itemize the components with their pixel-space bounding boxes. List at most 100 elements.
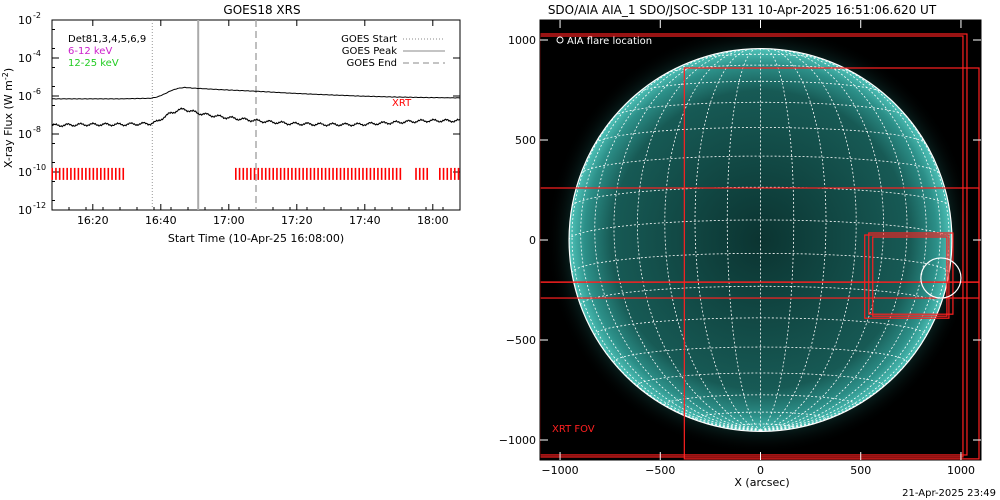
latitude-line (595, 127, 926, 144)
x-tick-label-1: 16:40 (145, 214, 177, 227)
longitude-line (664, 48, 761, 431)
xrt-coverage-mark (294, 167, 297, 180)
image-y-tick-label-3: 500 (515, 134, 536, 147)
chart-title: GOES18 XRS (223, 3, 300, 17)
goes-lightcurve-panel: GOES18 XRS 16:20 16:40 17:00 17:20 17:40 18:0… (1, 3, 461, 245)
xrt-coverage-interval-2 (415, 167, 429, 180)
xrt-coverage-mark (328, 167, 331, 180)
image-x-tick-label-3: 500 (850, 464, 871, 477)
xrt-coverage-mark (107, 167, 110, 180)
y-tick-exponent-0: -12 (33, 201, 46, 210)
xrt-coverage-mark (350, 167, 353, 180)
x-axis-label: Start Time (10-Apr-25 16:08:00) (168, 232, 344, 245)
xrt-coverage-mark (85, 167, 87, 180)
legend-goes-peak: GOES Peak (342, 46, 397, 57)
longitude-line (613, 50, 761, 431)
image-x-axis: −1000 −500 0 500 1000 (541, 20, 975, 477)
longitude-line (571, 78, 761, 431)
xrt-coverage-mark (306, 167, 308, 180)
y-tick-label-1: 10 (18, 166, 32, 179)
xrt-coverage-mark (395, 167, 398, 180)
xrt-coverage-mark (279, 167, 282, 180)
longitude-line (760, 78, 950, 431)
xrt-coverage-mark (335, 167, 338, 180)
y-tick-label-4: 10 (18, 52, 32, 65)
y-tick-exponent-3: -6 (33, 87, 41, 96)
xrt-coverage-mark (257, 167, 260, 180)
xrt-coverage-mark (283, 167, 286, 180)
xrt-coverage-mark (415, 167, 417, 180)
xrt-fov-box-5 (864, 234, 950, 319)
legend: GOES Start GOES Peak GOES End (341, 34, 445, 69)
xrt-coverage-mark (118, 167, 121, 180)
xrt-coverage-mark (399, 167, 402, 180)
xrt-coverage-mark (114, 167, 117, 180)
xrt-coverage-mark (339, 167, 342, 180)
xrt-coverage-mark (62, 167, 65, 180)
xrt-coverage-mark (298, 167, 301, 180)
xrt-coverage-mark (309, 167, 312, 180)
xrt-fov-box-1 (540, 35, 964, 458)
longitude-line (694, 48, 761, 431)
xrt-coverage-mark (276, 167, 278, 180)
y-tick-label-2: 10 (18, 128, 32, 141)
longitude-line (760, 48, 827, 431)
xrt-coverage-mark (388, 167, 390, 180)
series-group (51, 86, 461, 128)
xrt-coverage-mark (242, 167, 245, 180)
image-x-axis-label: X (arcsec) (734, 476, 789, 489)
xrt-coverage-mark (70, 167, 72, 180)
xrt-coverage-mark (122, 167, 125, 180)
y-tick-label-5: 10 (18, 14, 32, 27)
xrt-coverage-mark (302, 167, 304, 180)
xrt-coverage-mark (343, 167, 346, 180)
series-line-short (51, 107, 461, 128)
x-tick-label-0: 16:20 (77, 214, 109, 227)
xrt-coverage-mark (317, 167, 319, 180)
longitude-line (760, 50, 908, 431)
xrt-coverage-mark (362, 167, 364, 180)
xrt-coverage-mark (365, 167, 368, 180)
xrt-coverage-mark (321, 167, 323, 180)
xrt-coverage-mark (369, 167, 372, 180)
x-tick-label-2: 17:00 (213, 214, 245, 227)
xrt-coverage-mark (377, 167, 379, 180)
y-tick-label-0: 10 (18, 204, 32, 217)
latitude-line (580, 155, 941, 175)
xrt-coverage-mark (261, 167, 263, 180)
xrt-coverage-mark (439, 167, 441, 180)
xrt-coverage-mark (253, 167, 256, 180)
image-x-tick-label-0: −1000 (541, 464, 578, 477)
xrt-coverage-interval-3 (439, 167, 460, 180)
xrt-coverage-mark (291, 167, 293, 180)
xrt-coverage-mark (373, 167, 375, 180)
aia-legend-marker (556, 36, 564, 44)
longitude-line (580, 56, 761, 431)
image-title: SDO/AIA AIA_1 SDO/JSOC-SDP 131 10-Apr-20… (548, 3, 937, 17)
xrt-coverage-mark (111, 167, 113, 180)
xrt-coverage-interval-0 (51, 167, 125, 180)
longitude-line (760, 51, 927, 431)
xrt-fov-boxes (540, 33, 980, 460)
xrt-coverage-mark (272, 167, 274, 180)
xrt-coverage-interval-1 (235, 167, 402, 180)
xrt-coverage-mark (51, 167, 53, 180)
xrt-fov-label: XRT FOV (552, 424, 595, 435)
latitude-line (694, 411, 827, 419)
longitude-line (760, 56, 941, 431)
xrt-coverage-mark (55, 167, 57, 180)
xrt-coverage-mark (384, 167, 387, 180)
xrt-coverage-mark (246, 167, 248, 180)
legend-goes-end: GOES End (347, 58, 397, 69)
xrt-coverage-mark (66, 167, 68, 180)
xrt-fov-box-4 (540, 281, 980, 299)
image-x-tick-label-4: 1000 (947, 464, 975, 477)
xrt-coverage-mark (249, 167, 252, 180)
xrt-coverage-mark (426, 167, 429, 180)
xrt-coverage-mark (264, 167, 267, 180)
xrt-coverage-mark (96, 167, 98, 180)
xrt-coverage-mark (73, 167, 76, 180)
xrt-coverage-mark (457, 167, 460, 180)
xrt-coverage-mark (347, 167, 349, 180)
